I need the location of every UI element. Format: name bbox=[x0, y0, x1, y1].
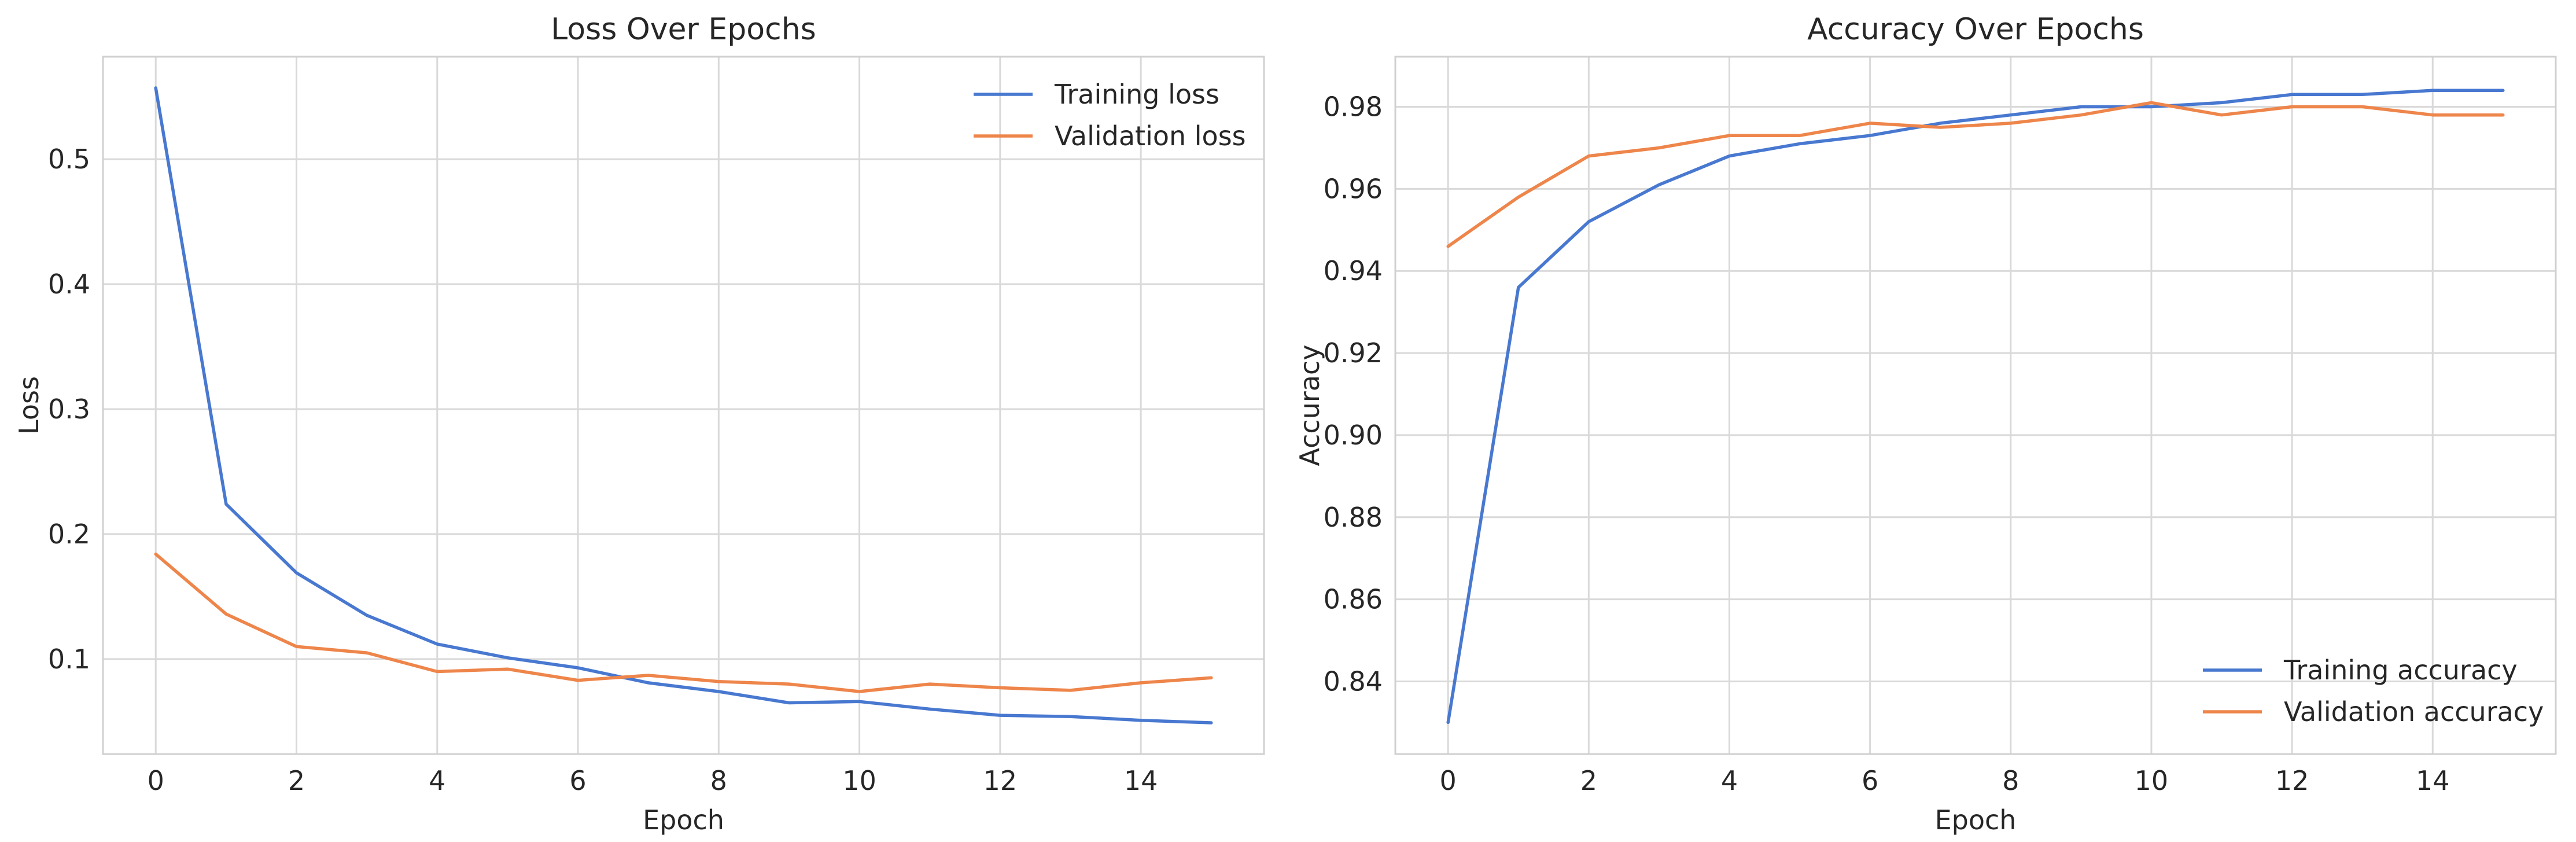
x-tick-label: 4 bbox=[1721, 765, 1738, 796]
y-tick-label: 0.3 bbox=[48, 394, 90, 425]
y-tick-label: 0.98 bbox=[1324, 91, 1383, 123]
plot-frame bbox=[102, 56, 1265, 755]
x-tick-label: 10 bbox=[2135, 765, 2169, 796]
x-tick-label: 8 bbox=[710, 765, 727, 796]
y-tick-label: 0.88 bbox=[1324, 502, 1383, 533]
x-tick-label: 12 bbox=[983, 765, 1018, 796]
y-axis-label: Accuracy bbox=[1294, 344, 1325, 466]
legend: Training loss Validation loss bbox=[974, 79, 1246, 152]
y-tick-label: 0.92 bbox=[1324, 337, 1383, 369]
legend-label: Training accuracy bbox=[2283, 655, 2518, 686]
undefined-series-training-line bbox=[1446, 89, 2505, 725]
x-tick-label: 6 bbox=[569, 765, 586, 796]
x-tick-label: 2 bbox=[1580, 765, 1597, 796]
x-tick-label: 6 bbox=[1862, 765, 1878, 796]
x-tick-label: 14 bbox=[2416, 765, 2450, 796]
y-tick-label: 0.2 bbox=[48, 519, 90, 550]
y-tick-label: 0.96 bbox=[1324, 173, 1383, 204]
legend-label: Validation loss bbox=[1055, 120, 1246, 152]
accuracy-chart-panel: 0 2 4 6 8 10 12 14 0.84 0.86 0.88 0.90 0.92 0.94 0.96 0… bbox=[1294, 12, 2557, 836]
x-tick-label: 12 bbox=[2275, 765, 2309, 796]
y-tick-label: 0.4 bbox=[48, 269, 90, 300]
y-tick-label: 0.5 bbox=[48, 144, 90, 175]
x-axis-label: Epoch bbox=[643, 804, 724, 836]
loss-chart-panel: 0 2 4 6 8 10 12 14 0.1 0.2 0.3 0.4 0.5 Loss Over Epoc… bbox=[13, 12, 1265, 836]
x-tick-label: 0 bbox=[148, 765, 164, 796]
x-tick-label: 8 bbox=[2002, 765, 2019, 796]
chart-title: Accuracy Over Epochs bbox=[1807, 12, 2144, 47]
y-tick-label: 0.84 bbox=[1324, 665, 1383, 697]
chart-title: Loss Over Epochs bbox=[551, 12, 816, 47]
y-tick-label: 0.1 bbox=[48, 644, 90, 675]
x-tick-label: 14 bbox=[1124, 765, 1158, 796]
undefined-series-validation-line bbox=[1446, 101, 2505, 248]
x-axis-label: Epoch bbox=[1935, 804, 2017, 836]
plot-frame bbox=[1394, 56, 2557, 755]
y-tick-label: 0.94 bbox=[1324, 255, 1383, 286]
y-tick-label: 0.86 bbox=[1324, 584, 1383, 615]
x-tick-label: 10 bbox=[842, 765, 876, 796]
y-axis-label: Loss bbox=[13, 376, 45, 435]
legend-label: Training loss bbox=[1054, 79, 1219, 110]
x-tick-label: 2 bbox=[288, 765, 305, 796]
undefined-series-training-line bbox=[154, 86, 1213, 725]
legend: Training accuracy Validation accuracy bbox=[2203, 655, 2544, 727]
y-tick-label: 0.90 bbox=[1324, 420, 1383, 451]
undefined-series-validation-line bbox=[154, 552, 1213, 693]
x-tick-label: 4 bbox=[429, 765, 445, 796]
legend-label: Validation accuracy bbox=[2284, 696, 2544, 727]
x-tick-label: 0 bbox=[1440, 765, 1457, 796]
